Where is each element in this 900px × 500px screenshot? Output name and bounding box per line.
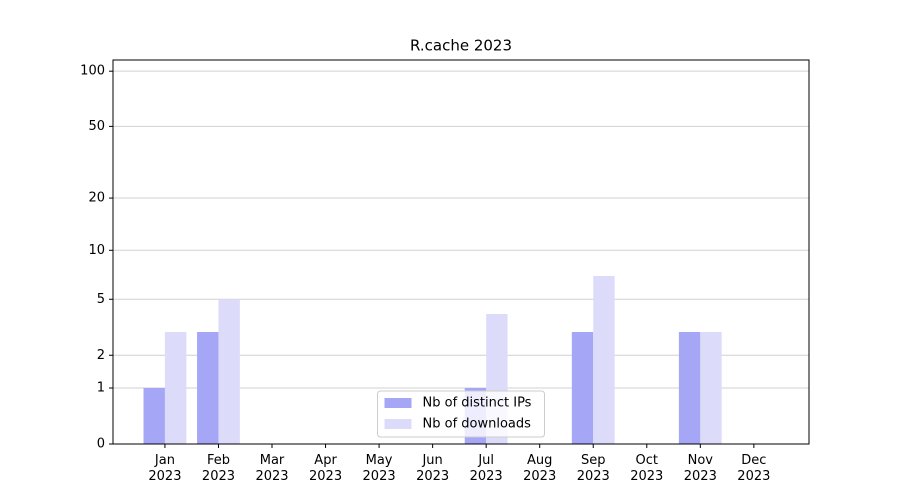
y-tick-label: 0 (97, 437, 105, 452)
y-tick-label: 10 (88, 243, 105, 258)
y-tick-label: 1 (97, 381, 105, 396)
x-tick-label: Feb 2023 (201, 453, 236, 484)
legend-label: Nb of downloads (423, 417, 532, 432)
bar (164, 332, 187, 444)
x-tick-label: Mar 2023 (255, 453, 289, 484)
legend-label: Nb of distinct IPs (423, 396, 532, 411)
bar (197, 332, 219, 444)
bar (571, 332, 594, 444)
y-tick-label: 50 (88, 119, 105, 134)
legend: Nb of distinct IPs Nb of downloads (377, 390, 545, 438)
plot-frame (112, 59, 810, 445)
x-tick-label: Apr 2023 (309, 453, 343, 484)
bar (593, 276, 615, 444)
bar (678, 332, 701, 444)
x-tick-label: May 2023 (362, 453, 396, 484)
y-tick-label: 20 (88, 191, 105, 206)
y-tick-label: 100 (80, 64, 105, 79)
chart-title: R.cache 2023 (410, 37, 512, 55)
x-tick-label: Aug 2023 (523, 453, 557, 484)
legend-swatch (384, 398, 412, 408)
x-tick-label: Jul 2023 (469, 453, 503, 484)
x-tick-label: Oct 2023 (630, 453, 664, 484)
x-tick-label: Nov 2023 (683, 453, 717, 484)
x-tick-label: Jan 2023 (148, 453, 182, 484)
bar (218, 299, 240, 444)
legend-box (377, 390, 545, 438)
bar (143, 388, 165, 444)
legend-swatch (384, 419, 412, 429)
y-tick-label: 2 (97, 348, 105, 363)
y-tick-label: 5 (97, 292, 105, 307)
bar (700, 332, 722, 444)
x-tick-label: Jun 2023 (416, 453, 450, 484)
x-tick-label: Dec 2023 (737, 453, 771, 484)
x-tick-label: Sep 2023 (576, 453, 610, 484)
